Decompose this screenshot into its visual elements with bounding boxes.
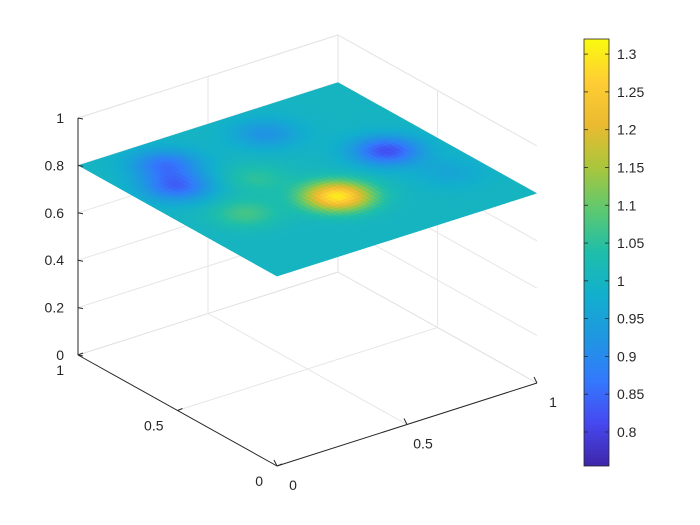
colorbar-tick-label: 0.85: [617, 386, 644, 402]
z-tick-label: 0.4: [45, 252, 65, 268]
colorbar-tick-label: 0.8: [617, 424, 637, 440]
z-tick: [77, 117, 84, 120]
colorbar: 0.8 0.85 0.9 0.95 1 1.05 1.1 1.15 1.2 1.25 1.3: [583, 38, 644, 467]
colorbar-tick-label: 1.3: [617, 46, 637, 62]
x-axis-ticks: 00.51: [273, 376, 557, 493]
colorbar-tick-label: 0.95: [617, 311, 644, 327]
grid-line: [77, 34, 339, 119]
z-tick: [77, 307, 84, 310]
colorbar-tick-label: 1.05: [617, 235, 644, 251]
x-tick-label: 0.5: [413, 436, 433, 452]
y-tick-label: 0: [255, 473, 263, 489]
colorbar-tick-label: 1.1: [617, 197, 637, 213]
z-tick-label: 1: [56, 110, 64, 126]
z-tick: [77, 259, 84, 262]
colorbar-tick-label: 0.9: [617, 348, 637, 364]
grid-line: [337, 34, 538, 147]
z-tick-label: 0.6: [45, 205, 65, 221]
colorbar-tick-label: 1: [617, 273, 625, 289]
surface: [78, 82, 537, 277]
x-tick-label: 0: [289, 477, 297, 493]
grid-line: [177, 327, 438, 411]
colorbar-bar: [583, 38, 610, 467]
colorbar-tick-label: 1.25: [617, 84, 644, 100]
z-tick: [77, 212, 84, 215]
z-tick-label: 0.8: [45, 157, 65, 173]
z-axis-ticks: 0 0.2 0.4 0.6 0.8 1: [45, 110, 84, 363]
y-tick-label: 0.5: [144, 418, 164, 434]
x-tick-label: 1: [549, 394, 557, 410]
colorbar-tick-label: 1.15: [617, 159, 644, 175]
z-tick-label: 0: [56, 347, 64, 363]
y-axis-ticks: 00.51: [56, 352, 283, 489]
y-tick-label: 1: [56, 362, 64, 378]
colorbar-tick-label: 1.2: [617, 122, 637, 138]
z-tick-label: 0.2: [45, 300, 65, 316]
